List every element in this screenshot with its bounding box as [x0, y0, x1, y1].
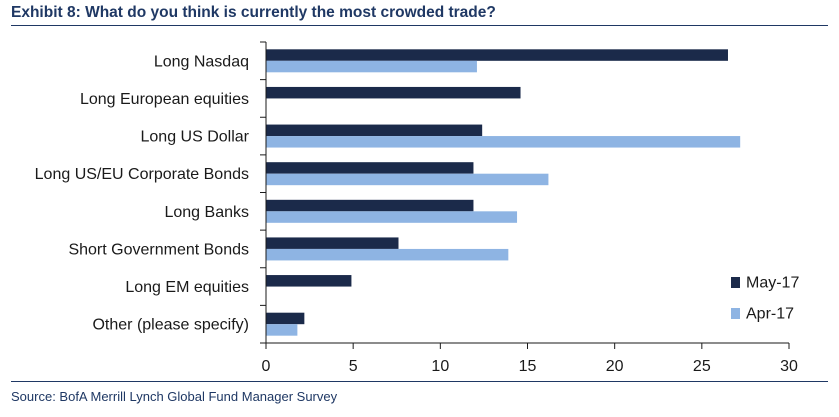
- category-label: Other (please specify): [92, 317, 249, 334]
- legend-label: May-17: [746, 275, 799, 292]
- category-label: Long US Dollar: [141, 129, 250, 146]
- bar-may-17-1: [266, 86, 521, 99]
- legend-label: Apr-17: [746, 306, 794, 323]
- legend: May-17 Apr-17: [731, 275, 799, 323]
- bar-may-17-2: [266, 124, 483, 137]
- bar-chart: Long Nasdaq Long European equities Long US…: [35, 41, 799, 375]
- x-tick-label: 30: [780, 358, 798, 375]
- bar-apr-17-3: [266, 173, 549, 186]
- bar-apr-17-7: [266, 324, 298, 336]
- x-tick-label: 15: [519, 358, 537, 375]
- bar-may-17-4: [266, 199, 474, 212]
- bar-may-17-7: [266, 312, 305, 325]
- bar-may-17-5: [266, 237, 399, 249]
- category-label: Long Banks: [164, 204, 249, 221]
- bar-apr-17-0: [266, 60, 477, 73]
- bar-may-17-3: [266, 162, 474, 174]
- title-rule: [11, 25, 828, 26]
- bar-apr-17-2: [266, 136, 741, 148]
- bar-apr-17-5: [266, 248, 509, 261]
- source-note: Source: BofA Merrill Lynch Global Fund M…: [11, 389, 338, 404]
- x-tick-label: 5: [349, 358, 358, 375]
- source-rule: [11, 381, 828, 382]
- axes: 0 5 10 15 20 25 30: [260, 41, 798, 375]
- bars-group: [266, 49, 741, 336]
- category-label: Long EM equities: [125, 279, 249, 296]
- x-tick-label: 20: [606, 358, 624, 375]
- bar-apr-17-4: [266, 211, 518, 223]
- x-tick-label: 25: [693, 358, 711, 375]
- category-labels: Long Nasdaq Long European equities Long US…: [35, 53, 250, 333]
- legend-swatch-apr-17: [731, 308, 740, 319]
- category-label: Long US/EU Corporate Bonds: [35, 166, 249, 183]
- bar-may-17-6: [266, 275, 352, 287]
- legend-swatch-may-17: [731, 277, 740, 288]
- category-label: Short Government Bonds: [68, 241, 249, 258]
- category-label: Long Nasdaq: [154, 53, 249, 70]
- chart-title: Exhibit 8: What do you think is currentl…: [11, 4, 496, 21]
- x-tick-label: 10: [431, 358, 449, 375]
- bar-may-17-0: [266, 49, 728, 61]
- x-tick-label: 0: [262, 358, 271, 375]
- category-label: Long European equities: [80, 91, 249, 108]
